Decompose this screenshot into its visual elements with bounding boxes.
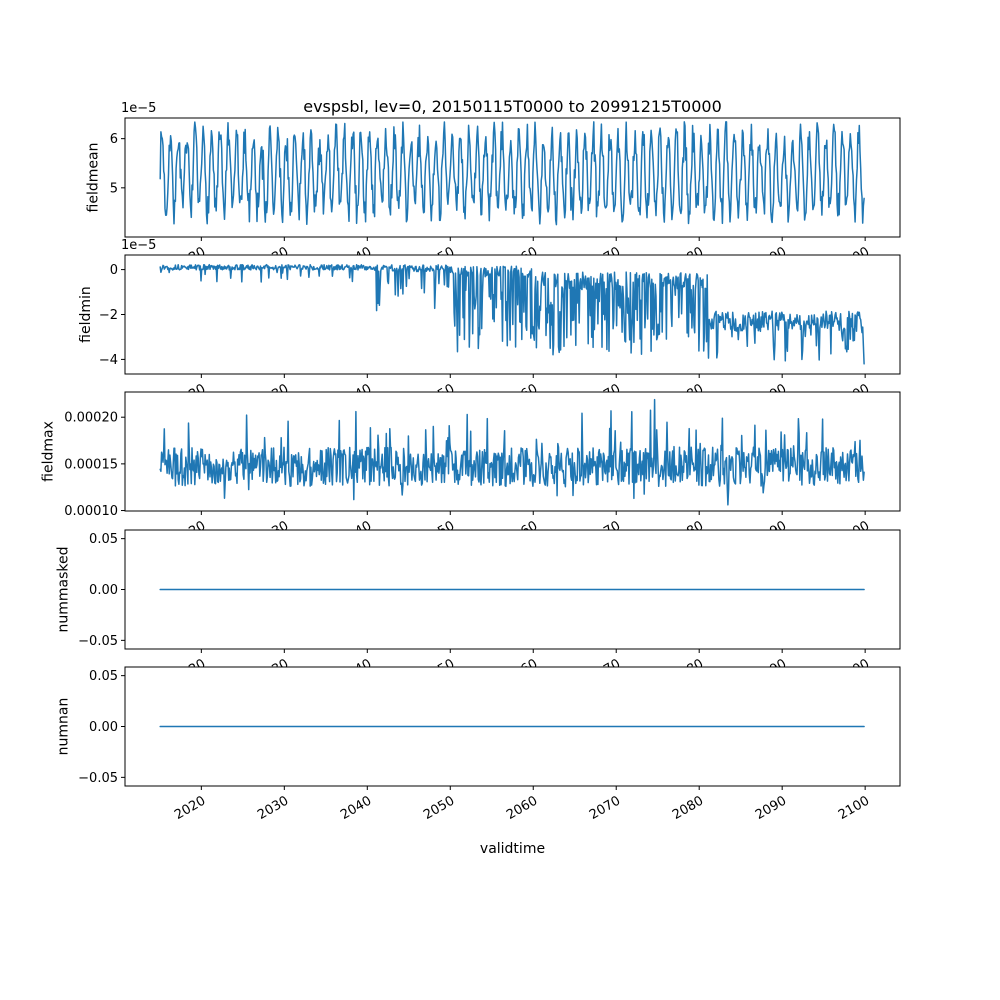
- y-offset-text: 1e−5: [121, 238, 156, 253]
- y-tick-label: 5: [110, 181, 118, 196]
- x-tick-label: 2020: [172, 793, 208, 823]
- x-tick-label: 2070: [587, 793, 623, 823]
- x-tick-label: 2050: [421, 793, 457, 823]
- y-offset-text: 1e−5: [121, 101, 156, 116]
- x-tick-label: 2090: [753, 793, 789, 823]
- axes-spines: [124, 117, 901, 238]
- y-tick-label: −4: [99, 353, 118, 368]
- y-tick-label: −0.05: [78, 771, 118, 786]
- y-tick-label: 0.00: [89, 583, 118, 598]
- y-axis-label-numnan: numnan: [56, 698, 72, 756]
- subplot-fieldmean: 562020203020402050206020702080209021001e…: [86, 101, 901, 274]
- series-line-fieldmean: [159, 121, 865, 226]
- y-tick-label: 0.00020: [64, 411, 118, 426]
- y-tick-label: 6: [110, 132, 118, 147]
- x-tick-label: 2100: [836, 793, 872, 823]
- x-axis-label: validtime: [479, 841, 546, 857]
- y-tick-label: 0: [110, 263, 118, 278]
- x-tick-label: 2080: [670, 793, 706, 823]
- y-tick-label: 0.00015: [64, 457, 118, 472]
- x-tick-label: 2060: [504, 793, 540, 823]
- y-tick-label: 0.05: [89, 532, 118, 547]
- y-tick-label: 0.00010: [64, 504, 118, 519]
- y-axis-label-fieldmax: fieldmax: [41, 421, 57, 482]
- axes-spines: [124, 391, 901, 512]
- x-tick-label: 2030: [255, 793, 291, 823]
- y-axis-label-fieldmean: fieldmean: [86, 143, 102, 213]
- y-tick-label: 0.05: [89, 669, 118, 684]
- y-tick-label: −0.05: [78, 634, 118, 649]
- subplot-fieldmax: 0.000100.000150.000202020203020402050206…: [41, 391, 901, 548]
- subplot-numnan: 0.05 0.00 −0.05 2020 2030 2040 2050 2060 2070 208…: [56, 666, 901, 823]
- subplot-fieldmin: 0−2−420202030204020502060207020802090210…: [78, 238, 901, 411]
- y-tick-label: −2: [99, 308, 118, 323]
- series-line-fieldmin: [159, 263, 865, 365]
- chart-title: evspsbl, lev=0, 20150115T0000 to 2099121…: [303, 97, 722, 116]
- x-tick-label: 2040: [338, 793, 374, 823]
- y-tick-label: 0.00: [89, 720, 118, 735]
- subplot-nummasked: 0.050.00−0.05202020302040205020602070208…: [56, 529, 901, 686]
- y-axis-label-fieldmin: fieldmin: [78, 286, 94, 343]
- series-line-fieldmax: [159, 398, 865, 506]
- y-axis-label-nummasked: nummasked: [56, 546, 72, 632]
